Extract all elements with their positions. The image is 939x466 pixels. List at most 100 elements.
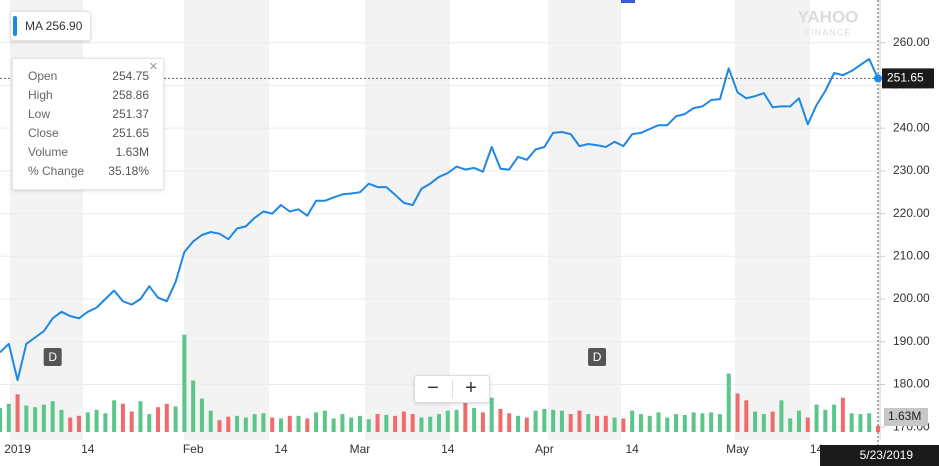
- volume-bar: [59, 409, 64, 432]
- volume-bar: [682, 414, 687, 432]
- volume-bar: [717, 414, 722, 432]
- volume-bar: [753, 411, 758, 432]
- volume-bar: [357, 415, 362, 432]
- x-tick-label: Feb: [183, 442, 204, 456]
- tooltip-value: 1.63M: [115, 145, 149, 159]
- volume-bar: [278, 418, 283, 432]
- volume-bar: [551, 409, 556, 432]
- volume-bar: [129, 411, 134, 432]
- volume-bar: [164, 403, 169, 432]
- volume-bar: [454, 409, 459, 432]
- volume-bar: [384, 414, 389, 432]
- volume-bar: [235, 415, 240, 432]
- volume-bar: [41, 404, 46, 432]
- volume-bar: [419, 417, 424, 432]
- x-tick-label: 2019: [4, 442, 31, 456]
- band: [184, 0, 269, 440]
- volume-bar: [779, 400, 784, 432]
- volume-bar: [498, 408, 503, 432]
- volume-bar: [68, 417, 73, 432]
- y-tick-label: 190.00: [893, 334, 930, 348]
- volume-bar: [595, 415, 600, 432]
- volume-bar: [603, 415, 608, 432]
- volume-bar: [156, 407, 161, 432]
- volume-bar: [182, 334, 187, 432]
- volume-bar: [314, 412, 319, 432]
- volume-bar: [647, 415, 652, 432]
- volume-bar: [331, 418, 336, 432]
- band: [365, 0, 450, 440]
- volume-bar: [735, 393, 740, 432]
- event-marker: [588, 348, 607, 366]
- volume-bar: [112, 400, 117, 432]
- volume-tag-label: 1.63M: [888, 409, 921, 423]
- volume-bar: [15, 394, 20, 432]
- tooltip-value: 35.18%: [108, 164, 149, 178]
- y-tick-label: 240.00: [893, 120, 930, 134]
- tooltip-row: Low 251.37: [28, 105, 149, 124]
- volume-bar: [621, 418, 626, 432]
- volume-bar: [226, 416, 231, 432]
- x-tick-label: May: [726, 442, 749, 456]
- volume-bar: [24, 405, 29, 432]
- volume-bar: [516, 415, 521, 432]
- volume-bar: [656, 412, 661, 432]
- legend[interactable]: MA 256.90: [10, 11, 92, 41]
- volume-bar: [700, 413, 705, 432]
- y-tick-label: 200.00: [893, 291, 930, 305]
- volume-bar: [770, 411, 775, 432]
- volume-bar: [867, 413, 872, 432]
- volume-bar: [103, 413, 108, 432]
- volume-bar: [401, 411, 406, 432]
- tooltip-value: 254.75: [112, 69, 149, 83]
- volume-bar: [120, 403, 125, 432]
- volume-bar: [208, 410, 213, 432]
- volume-bar: [428, 416, 433, 432]
- volume-bar: [322, 410, 327, 432]
- volume-bar: [568, 414, 573, 432]
- volume-bar: [252, 414, 257, 432]
- volume-bar: [823, 409, 828, 432]
- legend-swatch: [13, 16, 17, 36]
- volume-bar: [691, 412, 696, 432]
- volume-bar: [876, 425, 880, 432]
- tooltip-key: Volume: [28, 145, 69, 159]
- zoom-out[interactable]: −: [427, 377, 439, 399]
- volume-bar: [761, 414, 766, 432]
- volume-tag: [884, 408, 928, 426]
- tooltip-row: High 258.86: [28, 86, 149, 105]
- price-line: [0, 58, 879, 382]
- volume-bar: [542, 408, 547, 432]
- close-icon[interactable]: ✕: [148, 61, 158, 73]
- volume-bar: [287, 415, 292, 432]
- volume-bar: [726, 373, 731, 432]
- volume-bar: [586, 414, 591, 432]
- volume-bar: [33, 407, 38, 432]
- volume-bar: [366, 419, 371, 432]
- volume-bar: [6, 403, 11, 432]
- volume-bar: [410, 414, 415, 432]
- y-tick-label: 210.00: [893, 248, 930, 262]
- watermark: YAHOO: [798, 7, 859, 26]
- volume-bar: [832, 404, 837, 432]
- band: [735, 0, 810, 440]
- volume-bar: [437, 414, 441, 432]
- volume-bar: [349, 417, 354, 432]
- volume-bar: [507, 413, 512, 432]
- volume-bar: [788, 418, 793, 432]
- zoom-in[interactable]: +: [465, 377, 477, 399]
- event-label: D: [593, 350, 602, 364]
- volume-bar: [340, 414, 345, 432]
- tooltip-row: Open 254.75: [28, 67, 149, 86]
- event-marker: [43, 348, 62, 366]
- tooltip-value: 258.86: [112, 88, 149, 102]
- tooltip-key: Close: [28, 126, 59, 140]
- volume-bar: [94, 409, 99, 432]
- volume-bar: [533, 410, 538, 432]
- volume-bar: [814, 404, 819, 432]
- volume-bar: [305, 418, 310, 432]
- volume-bar: [243, 417, 248, 432]
- x-tick-label: 14: [625, 442, 639, 456]
